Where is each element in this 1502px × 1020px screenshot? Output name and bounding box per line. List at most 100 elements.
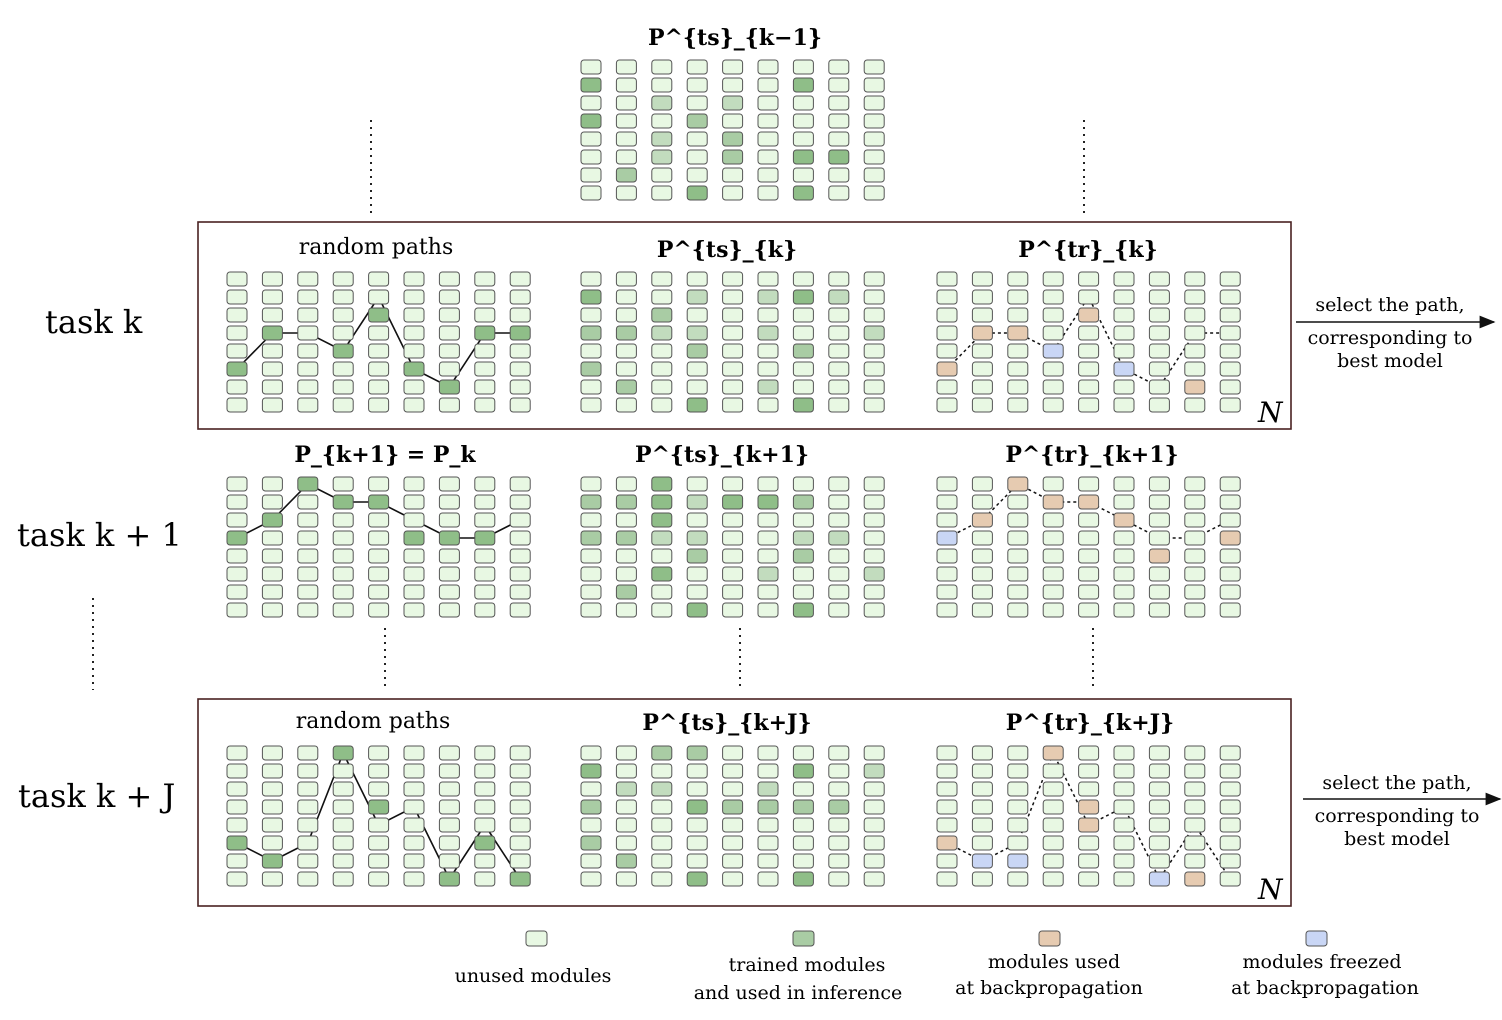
module-cell (438, 817, 460, 833)
module-cell (1148, 763, 1170, 779)
module-cell (686, 871, 708, 887)
module-cell (936, 325, 958, 341)
module-cell (792, 361, 814, 377)
legend-label-trained-2: and used in inference (694, 982, 903, 1004)
module-cell (1148, 853, 1170, 869)
module-cell (261, 602, 283, 618)
module-cell (403, 494, 425, 510)
module-cell (936, 835, 958, 851)
module-cell (1007, 602, 1029, 618)
module-cell (368, 853, 390, 869)
module-cell (1007, 476, 1029, 492)
module-cell (474, 325, 496, 341)
module-cell (1078, 307, 1100, 323)
n-label-kJ: N (1257, 873, 1284, 906)
module-cell (936, 853, 958, 869)
module-cell (1113, 548, 1135, 564)
module-cell (297, 379, 319, 395)
module-cell (1113, 745, 1135, 761)
module-cell (828, 185, 850, 201)
module-cell (580, 530, 602, 546)
module-cell (438, 781, 460, 797)
module-cell (1219, 781, 1241, 797)
module-cell (580, 763, 602, 779)
module-cell (686, 361, 708, 377)
module-cell (722, 476, 744, 492)
module-cell (580, 149, 602, 165)
module-cell (1219, 361, 1241, 377)
module-cell (757, 77, 779, 93)
module-cell (368, 289, 390, 305)
module-cell (1219, 853, 1241, 869)
module-cell (1078, 745, 1100, 761)
module-cell (757, 289, 779, 305)
module-cell (863, 397, 885, 413)
module-cell (828, 59, 850, 75)
module-cell (651, 494, 673, 510)
module-cell (792, 271, 814, 287)
path-k-tr (946, 295, 1231, 388)
module-cell (722, 512, 744, 528)
module-cell (863, 185, 885, 201)
module-cell (297, 530, 319, 546)
legend-label-unused: unused modules (455, 965, 612, 987)
module-cell (936, 397, 958, 413)
module-cell (971, 745, 993, 761)
grid-kJ-tr (936, 745, 1241, 887)
module-cell (509, 512, 531, 528)
legend-label-trained-1: trained modules (729, 954, 886, 976)
module-cell (722, 95, 744, 111)
module-cell (1219, 343, 1241, 359)
module-cell (1148, 494, 1170, 510)
module-cell (332, 548, 354, 564)
module-cell (828, 799, 850, 815)
module-cell (438, 361, 460, 377)
module-cell (828, 817, 850, 833)
module-cell (686, 325, 708, 341)
module-cell (615, 476, 637, 492)
module-cell (580, 167, 602, 183)
module-cell (651, 95, 673, 111)
module-cell (580, 853, 602, 869)
module-cell (509, 530, 531, 546)
module-cell (686, 494, 708, 510)
module-cell (1113, 271, 1135, 287)
module-cell (651, 185, 673, 201)
module-cell (580, 397, 602, 413)
select-text-kJ-line2: corresponding to (1315, 805, 1480, 827)
module-cell (971, 817, 993, 833)
module-cell (757, 817, 779, 833)
module-cell (792, 113, 814, 129)
module-cell (722, 584, 744, 600)
module-cell (936, 530, 958, 546)
module-cell (438, 566, 460, 582)
module-cell (261, 763, 283, 779)
module-cell (1148, 548, 1170, 564)
module-cell (1078, 494, 1100, 510)
module-cell (580, 799, 602, 815)
module-cell (1148, 361, 1170, 377)
module-cell (261, 871, 283, 887)
module-cell (580, 835, 602, 851)
grid-k1-tr (936, 476, 1241, 618)
module-cell (261, 781, 283, 797)
module-cell (1042, 494, 1064, 510)
module-cell (226, 871, 248, 887)
module-cell (580, 781, 602, 797)
module-cell (651, 745, 673, 761)
module-cell (368, 325, 390, 341)
module-cell (368, 476, 390, 492)
task-k-frame (197, 221, 1292, 430)
module-cell (828, 149, 850, 165)
module-cell (1078, 512, 1100, 528)
module-cell (722, 745, 744, 761)
module-cell (828, 343, 850, 359)
path-k1-rand (236, 483, 521, 539)
module-cell (1184, 397, 1206, 413)
module-cell (757, 602, 779, 618)
module-cell (226, 361, 248, 377)
module-cell (226, 494, 248, 510)
title-p-tr-k1: P^{tr}_{k+1} (1005, 442, 1178, 468)
module-cell (226, 397, 248, 413)
module-cell (686, 512, 708, 528)
